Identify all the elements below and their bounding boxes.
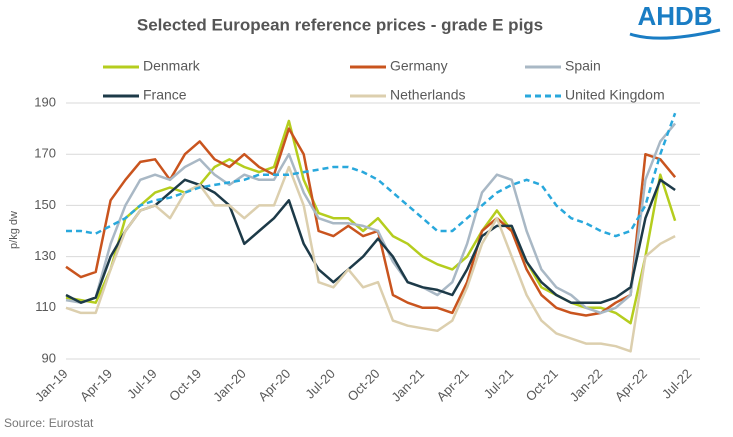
- y-tick-label: 170: [34, 146, 56, 161]
- logo: AHDB: [637, 1, 712, 31]
- series-line: [65, 122, 677, 315]
- x-tick-label: Jan-19: [32, 366, 71, 405]
- series-line: [65, 165, 676, 353]
- legend-label: France: [143, 87, 187, 103]
- series-line: [65, 127, 677, 317]
- y-tick-label: 190: [34, 94, 56, 109]
- x-tick-label: Oct-19: [166, 366, 204, 404]
- series-line: [65, 119, 677, 325]
- x-tick-label: Apr-19: [77, 366, 115, 404]
- x-tick-label: Jan-21: [388, 366, 427, 405]
- logo-swoosh: [629, 28, 721, 40]
- chart-title: Selected European reference prices - gra…: [137, 15, 543, 34]
- series-line: [66, 112, 677, 238]
- x-tick-label: Jan-22: [567, 366, 606, 405]
- y-axis-label: p/kg dw: [8, 211, 20, 249]
- x-tick-label: Jul-19: [124, 366, 160, 402]
- source: Source: Eurostat: [4, 416, 94, 430]
- legend-label: Denmark: [143, 58, 201, 74]
- x-tick-label: Apr-20: [255, 366, 293, 404]
- series-line: [65, 178, 676, 304]
- x-tick-label: Jul-22: [659, 366, 695, 402]
- legend-label: Netherlands: [390, 87, 466, 103]
- legend-label: Germany: [390, 58, 448, 74]
- x-tick-label: Oct-20: [344, 366, 382, 404]
- legend-label: Spain: [565, 58, 601, 74]
- x-tick-label: Jul-20: [302, 366, 338, 402]
- x-tick-label: Apr-22: [612, 366, 650, 404]
- x-tick-label: Jul-21: [481, 366, 517, 402]
- x-tick-label: Apr-21: [433, 366, 471, 404]
- y-tick-label: 110: [35, 299, 56, 314]
- x-tick-label: Jan-20: [210, 366, 249, 405]
- y-tick-label: 130: [34, 248, 56, 263]
- y-tick-label: 90: [42, 350, 56, 365]
- y-tick-label: 150: [34, 197, 56, 212]
- legend-label: United Kingdom: [565, 87, 665, 103]
- x-tick-label: Oct-21: [523, 366, 561, 404]
